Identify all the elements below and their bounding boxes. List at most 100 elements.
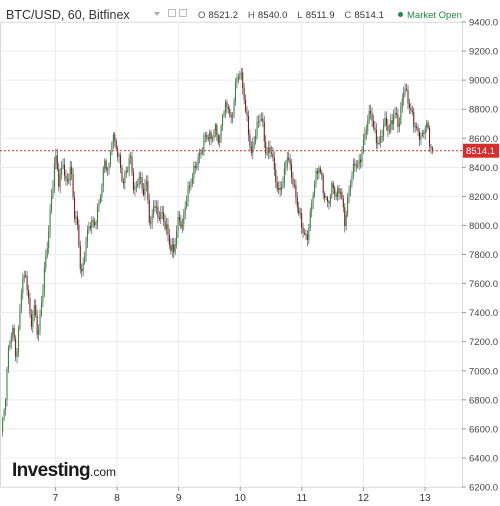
logo-tld: .com	[90, 465, 117, 479]
candle-down	[207, 137, 209, 140]
candle-up	[315, 170, 317, 184]
candle-up	[52, 186, 54, 196]
candle-up	[22, 278, 24, 293]
candle-up	[177, 217, 179, 232]
candle-down	[78, 224, 80, 246]
candle-up	[345, 214, 347, 227]
candle-down	[56, 155, 58, 170]
candle-up	[43, 268, 45, 291]
candle-down	[272, 153, 274, 158]
candle-down	[395, 112, 398, 115]
candle-up	[421, 132, 423, 136]
chevron-down-icon[interactable]	[154, 12, 160, 16]
candle-up	[318, 168, 320, 174]
candle-up	[38, 330, 40, 335]
candle-down	[94, 221, 96, 225]
candle-up	[165, 224, 168, 229]
symbol-label[interactable]: BTC/USD, 60, Bitfinex	[6, 8, 130, 22]
candle-down	[296, 197, 298, 208]
candle-down	[148, 199, 150, 223]
candle-down	[29, 298, 31, 315]
investing-logo[interactable]: Investing.com	[12, 460, 116, 482]
candle-down	[72, 174, 74, 198]
candle-up	[17, 328, 20, 352]
candle-down	[430, 146, 432, 148]
x-tick-label: 13	[419, 493, 431, 504]
candle-up	[380, 136, 382, 143]
candle-down	[28, 289, 30, 299]
candle-up	[201, 150, 203, 154]
candle-up	[314, 183, 316, 196]
candle-up	[426, 122, 428, 129]
candle-up	[239, 75, 241, 78]
candle-up	[309, 211, 311, 229]
candle-up	[347, 197, 349, 215]
candle-down	[89, 226, 91, 229]
logo-brand: Investing	[12, 460, 91, 481]
candle-down	[276, 182, 278, 190]
candle-down	[210, 132, 212, 140]
candle-down	[81, 268, 83, 272]
candle-down	[180, 220, 182, 228]
candle-up	[329, 195, 331, 204]
candle-down	[374, 127, 376, 130]
candle-up	[46, 247, 48, 257]
candle-down	[168, 235, 170, 246]
candle-up	[183, 214, 185, 225]
candle-down	[131, 156, 133, 173]
candle-up	[32, 315, 34, 327]
candle-up	[312, 195, 314, 203]
candle-up	[69, 167, 71, 180]
x-tick-label: 7	[53, 493, 59, 504]
indicator-icon[interactable]	[179, 9, 187, 17]
candle-down	[58, 169, 60, 187]
settings-icon[interactable]	[168, 9, 176, 17]
candle-down	[132, 172, 135, 191]
y-tick-label: 8800.0	[469, 105, 498, 116]
candle-down	[141, 177, 143, 189]
candle-up	[53, 163, 55, 187]
candle-up	[209, 132, 211, 140]
candle-up	[111, 142, 113, 152]
candle-up	[118, 155, 120, 157]
candle-up	[299, 213, 301, 215]
candle-down	[423, 132, 425, 134]
candle-down	[245, 99, 247, 112]
candle-down	[321, 172, 323, 176]
candle-up	[257, 121, 260, 123]
candle-up	[49, 210, 51, 232]
candle-down	[273, 157, 275, 170]
candle-up	[280, 187, 283, 191]
candle-up	[240, 72, 242, 76]
candle-up	[174, 244, 176, 253]
candle-up	[393, 115, 395, 124]
candle-up	[99, 196, 101, 203]
candle-up	[134, 186, 136, 191]
candle-up	[214, 124, 216, 132]
candle-down	[15, 338, 17, 357]
candle-up	[233, 101, 235, 116]
candle-up	[278, 187, 280, 190]
candle-down	[154, 206, 156, 208]
candle-down	[226, 102, 228, 108]
candle-down	[263, 122, 265, 142]
candle-down	[298, 207, 300, 214]
candle-up	[68, 179, 70, 182]
candle-up	[331, 183, 333, 196]
candle-down	[326, 197, 329, 202]
candle-down	[76, 216, 78, 225]
candle-up	[190, 183, 192, 187]
candle-down	[35, 305, 37, 316]
candle-up	[424, 128, 426, 134]
candle-down	[408, 103, 410, 108]
candle-up	[400, 107, 402, 124]
candle-up	[252, 143, 254, 153]
candle-down	[335, 194, 337, 198]
candle-up	[187, 186, 189, 201]
candle-up	[204, 135, 206, 137]
candle-down	[397, 114, 399, 127]
candle-up	[33, 305, 35, 316]
